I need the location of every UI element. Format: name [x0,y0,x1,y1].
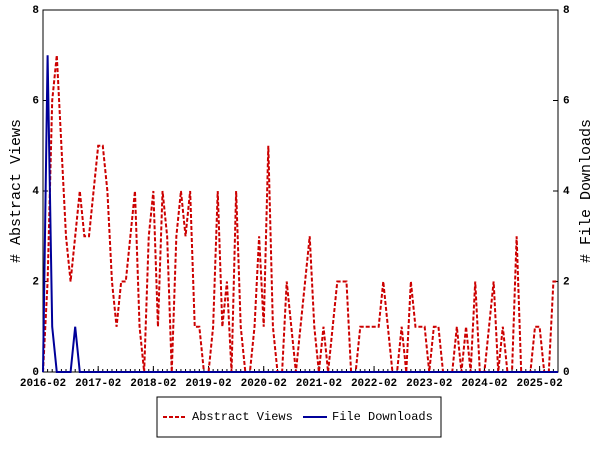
y2-tick-label: 4 [563,186,570,198]
x-tick-label: 2019-02 [185,378,231,390]
x-tick-label: 2022-02 [351,378,397,390]
y2-tick-label: 8 [563,5,570,17]
x-tick-label: 2023-02 [406,378,452,390]
y2-tick-label: 2 [563,276,570,288]
y-tick-label: 2 [32,276,39,288]
y2-tick-label: 6 [563,95,570,107]
y-tick-label: 8 [32,5,39,17]
y-tick-label: 4 [32,186,39,198]
x-tick-label: 2017-02 [75,378,121,390]
y-tick-label: 6 [32,95,39,107]
x-tick-label: 2021-02 [296,378,342,390]
y2-axis-label: # File Downloads [578,119,595,263]
series-line [42,55,558,373]
series-line [42,55,558,373]
x-tick-label: 2020-02 [241,378,287,390]
x-tick-label: 2024-02 [461,378,507,390]
y-axis-label: # Abstract Views [8,119,25,263]
y-tick-label: 0 [32,367,39,379]
x-tick-label: 2016-02 [20,378,66,390]
legend-label: Abstract Views [192,410,293,424]
legend-box [156,396,442,438]
x-tick-label: 2018-02 [130,378,176,390]
y2-tick-label: 0 [563,367,570,379]
x-tick-label: 2025-02 [516,378,562,390]
legend-label: File Downloads [332,410,433,424]
